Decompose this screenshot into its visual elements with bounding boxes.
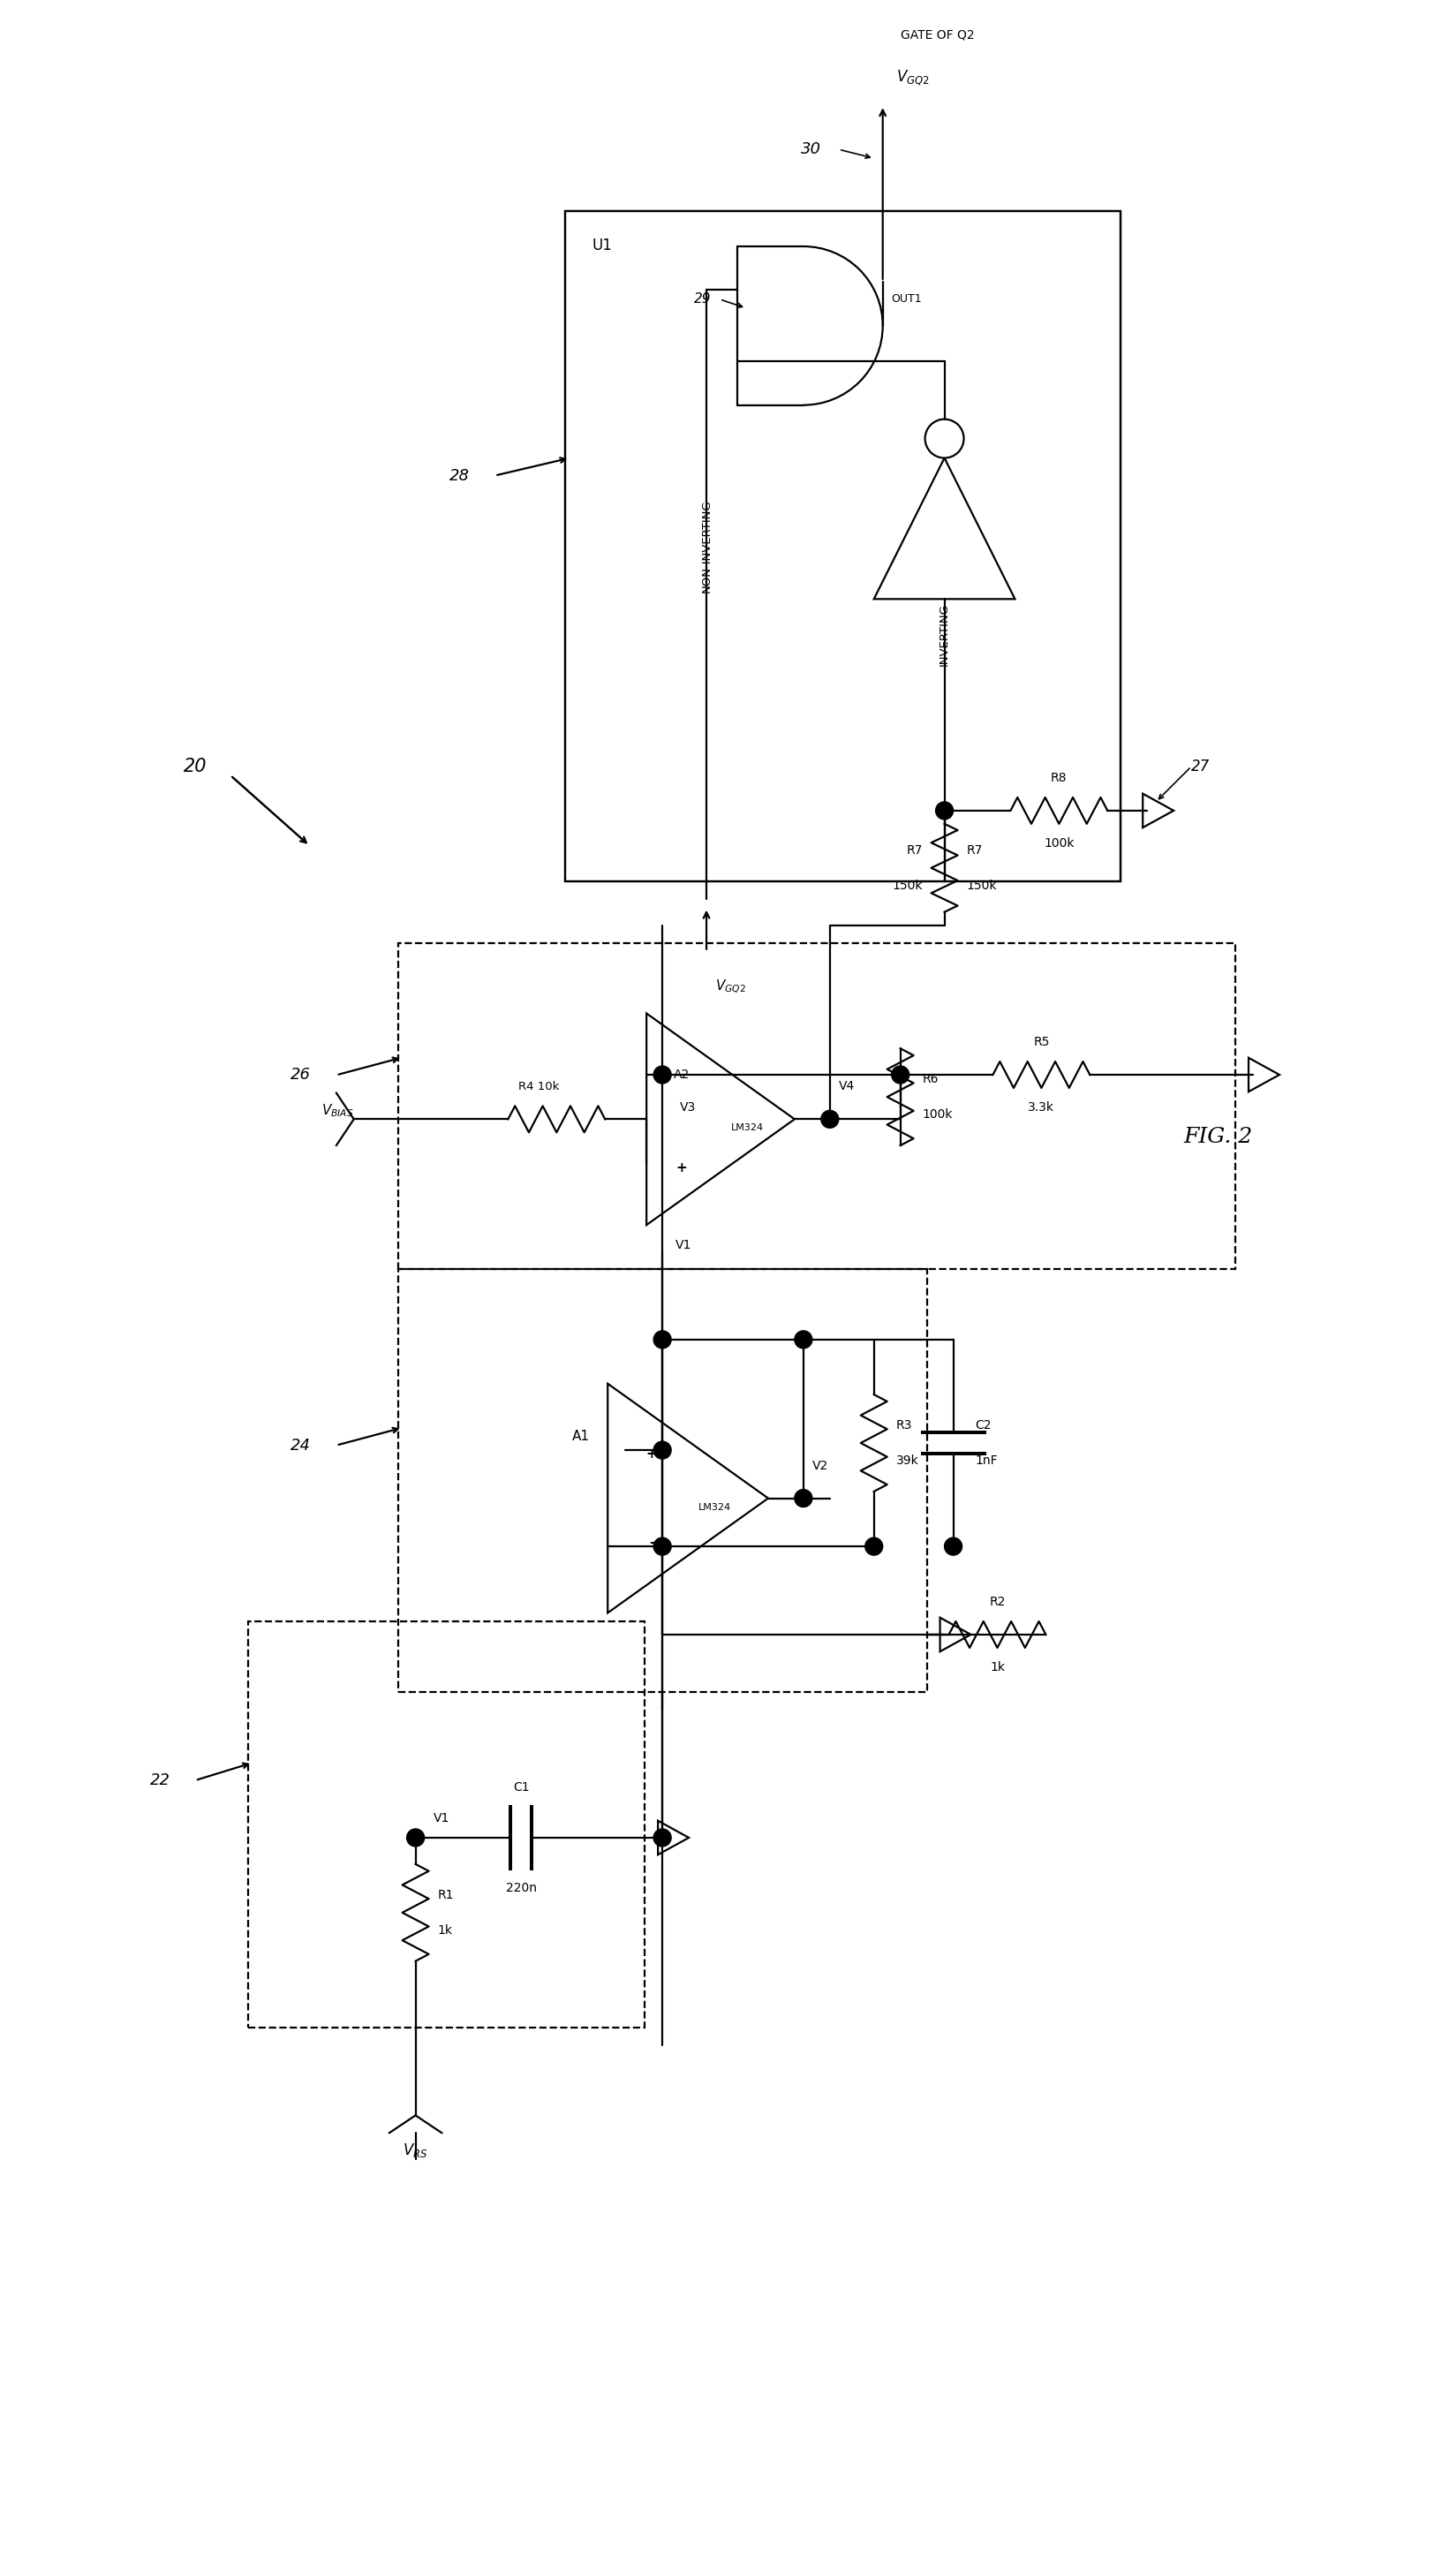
- Text: OUT1: OUT1: [891, 294, 922, 304]
- Text: FIG. 2: FIG. 2: [1184, 1126, 1252, 1146]
- Text: R7: R7: [966, 845, 982, 855]
- Text: -: -: [649, 1535, 655, 1548]
- Text: 1k: 1k: [990, 1662, 1004, 1674]
- Text: 220n: 220n: [506, 1880, 536, 1893]
- Text: V2: V2: [813, 1461, 829, 1471]
- Text: V4: V4: [839, 1079, 855, 1092]
- Text: 150k: 150k: [893, 878, 923, 891]
- Text: 28: 28: [449, 469, 469, 484]
- Text: $V_{RS}$: $V_{RS}$: [403, 2141, 427, 2159]
- Text: R2: R2: [990, 1595, 1006, 1607]
- Text: $V_{BIAS}$: $V_{BIAS}$: [322, 1103, 354, 1118]
- Text: +: +: [646, 1448, 658, 1461]
- Circle shape: [653, 1332, 671, 1347]
- Text: LM324: LM324: [730, 1123, 764, 1133]
- Text: R4 10k: R4 10k: [519, 1082, 559, 1092]
- Text: LM324: LM324: [698, 1502, 730, 1512]
- Circle shape: [653, 1066, 671, 1084]
- Circle shape: [891, 1066, 909, 1084]
- Text: 100k: 100k: [1043, 837, 1074, 850]
- Text: 27: 27: [1191, 757, 1210, 775]
- Text: 26: 26: [291, 1066, 312, 1082]
- Text: 3.3k: 3.3k: [1029, 1100, 1055, 1113]
- Text: R6: R6: [923, 1074, 939, 1084]
- Text: 100k: 100k: [923, 1108, 953, 1121]
- Circle shape: [822, 1110, 839, 1128]
- Text: C2: C2: [975, 1419, 991, 1432]
- Text: +: +: [677, 1162, 687, 1175]
- Text: 1k: 1k: [438, 1924, 452, 1937]
- Circle shape: [945, 1538, 962, 1556]
- Text: U1: U1: [591, 237, 611, 252]
- Circle shape: [653, 1829, 671, 1847]
- Text: $V_{GQ2}$: $V_{GQ2}$: [895, 70, 929, 88]
- Circle shape: [936, 801, 953, 819]
- Circle shape: [794, 1489, 813, 1507]
- Text: 29: 29: [694, 294, 711, 307]
- Text: GATE OF Q2: GATE OF Q2: [900, 28, 974, 41]
- Circle shape: [653, 1443, 671, 1458]
- Text: V1: V1: [433, 1811, 449, 1824]
- Circle shape: [865, 1538, 882, 1556]
- Text: 24: 24: [291, 1437, 312, 1453]
- Text: INVERTING: INVERTING: [939, 603, 951, 665]
- Text: R7: R7: [906, 845, 923, 855]
- Text: C1: C1: [513, 1780, 529, 1793]
- Text: R8: R8: [1051, 773, 1068, 783]
- Text: V3: V3: [680, 1100, 696, 1113]
- Text: A2: A2: [674, 1069, 690, 1082]
- Text: $V_{GQ2}$: $V_{GQ2}$: [716, 979, 746, 994]
- Text: 150k: 150k: [966, 878, 997, 891]
- Text: R5: R5: [1033, 1036, 1049, 1048]
- Text: 30: 30: [801, 142, 822, 157]
- Circle shape: [653, 1538, 671, 1556]
- Text: 1nF: 1nF: [975, 1455, 998, 1466]
- Text: 20: 20: [184, 757, 207, 775]
- Text: NON-INVERTING: NON-INVERTING: [701, 500, 711, 592]
- Text: 39k: 39k: [895, 1455, 919, 1466]
- Text: R3: R3: [895, 1419, 913, 1432]
- Text: A1: A1: [572, 1430, 590, 1443]
- Text: 22: 22: [149, 1772, 170, 1788]
- Circle shape: [407, 1829, 425, 1847]
- Text: V1: V1: [675, 1239, 691, 1252]
- Text: R1: R1: [438, 1888, 454, 1901]
- Circle shape: [794, 1332, 813, 1347]
